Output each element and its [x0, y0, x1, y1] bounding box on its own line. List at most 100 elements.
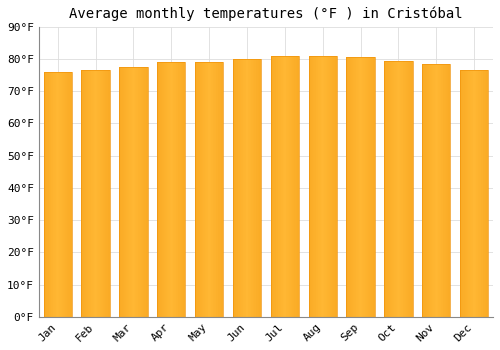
Bar	[441, 64, 442, 317]
Bar	[119, 67, 120, 317]
Bar	[370, 57, 371, 317]
Bar	[250, 59, 252, 317]
Bar	[480, 70, 481, 317]
Bar	[236, 59, 237, 317]
Bar	[477, 70, 478, 317]
Bar	[44, 72, 72, 317]
Bar	[48, 72, 49, 317]
Bar	[162, 62, 163, 317]
Bar	[208, 62, 209, 317]
Bar	[58, 72, 59, 317]
Bar	[182, 62, 184, 317]
Bar	[406, 61, 407, 317]
Bar	[85, 70, 86, 317]
Bar	[140, 67, 141, 317]
Bar	[476, 70, 477, 317]
Bar	[350, 57, 352, 317]
Bar	[54, 72, 55, 317]
Bar	[222, 62, 224, 317]
Bar	[371, 57, 372, 317]
Bar	[334, 56, 335, 317]
Bar	[123, 67, 124, 317]
Bar	[244, 59, 245, 317]
Bar	[386, 61, 387, 317]
Bar	[404, 61, 405, 317]
Bar	[204, 62, 205, 317]
Bar	[430, 64, 432, 317]
Bar	[448, 64, 449, 317]
Bar	[346, 57, 375, 317]
Bar	[89, 70, 90, 317]
Bar	[108, 70, 109, 317]
Bar	[318, 56, 319, 317]
Bar	[484, 70, 485, 317]
Bar	[425, 64, 426, 317]
Bar	[354, 57, 355, 317]
Bar	[167, 62, 168, 317]
Bar	[52, 72, 53, 317]
Bar	[316, 56, 317, 317]
Bar	[280, 56, 281, 317]
Bar	[408, 61, 409, 317]
Bar	[106, 70, 107, 317]
Bar	[272, 56, 273, 317]
Bar	[368, 57, 369, 317]
Bar	[310, 56, 312, 317]
Bar	[45, 72, 46, 317]
Bar	[259, 59, 260, 317]
Bar	[92, 70, 94, 317]
Bar	[308, 56, 337, 317]
Bar	[90, 70, 92, 317]
Bar	[366, 57, 367, 317]
Bar	[57, 72, 58, 317]
Bar	[444, 64, 445, 317]
Bar	[96, 70, 97, 317]
Bar	[252, 59, 254, 317]
Bar	[233, 59, 234, 317]
Bar	[137, 67, 138, 317]
Bar	[129, 67, 130, 317]
Bar	[374, 57, 375, 317]
Bar	[99, 70, 100, 317]
Bar	[179, 62, 180, 317]
Bar	[331, 56, 332, 317]
Bar	[195, 62, 196, 317]
Bar	[475, 70, 476, 317]
Bar	[69, 72, 70, 317]
Bar	[94, 70, 95, 317]
Bar	[336, 56, 337, 317]
Bar	[428, 64, 429, 317]
Bar	[290, 56, 291, 317]
Bar	[438, 64, 439, 317]
Bar	[216, 62, 217, 317]
Bar	[324, 56, 325, 317]
Bar	[237, 59, 238, 317]
Bar	[275, 56, 276, 317]
Bar	[83, 70, 84, 317]
Bar	[97, 70, 98, 317]
Bar	[389, 61, 390, 317]
Title: Average monthly temperatures (°F ) in Cristóbal: Average monthly temperatures (°F ) in Cr…	[69, 7, 462, 21]
Bar	[95, 70, 96, 317]
Bar	[347, 57, 348, 317]
Bar	[157, 62, 158, 317]
Bar	[328, 56, 329, 317]
Bar	[465, 70, 466, 317]
Bar	[120, 67, 122, 317]
Bar	[214, 62, 215, 317]
Bar	[277, 56, 278, 317]
Bar	[424, 64, 425, 317]
Bar	[200, 62, 202, 317]
Bar	[239, 59, 240, 317]
Bar	[255, 59, 256, 317]
Bar	[242, 59, 244, 317]
Bar	[462, 70, 463, 317]
Bar	[487, 70, 488, 317]
Bar	[46, 72, 47, 317]
Bar	[274, 56, 275, 317]
Bar	[62, 72, 64, 317]
Bar	[209, 62, 210, 317]
Bar	[468, 70, 469, 317]
Bar	[122, 67, 123, 317]
Bar	[410, 61, 411, 317]
